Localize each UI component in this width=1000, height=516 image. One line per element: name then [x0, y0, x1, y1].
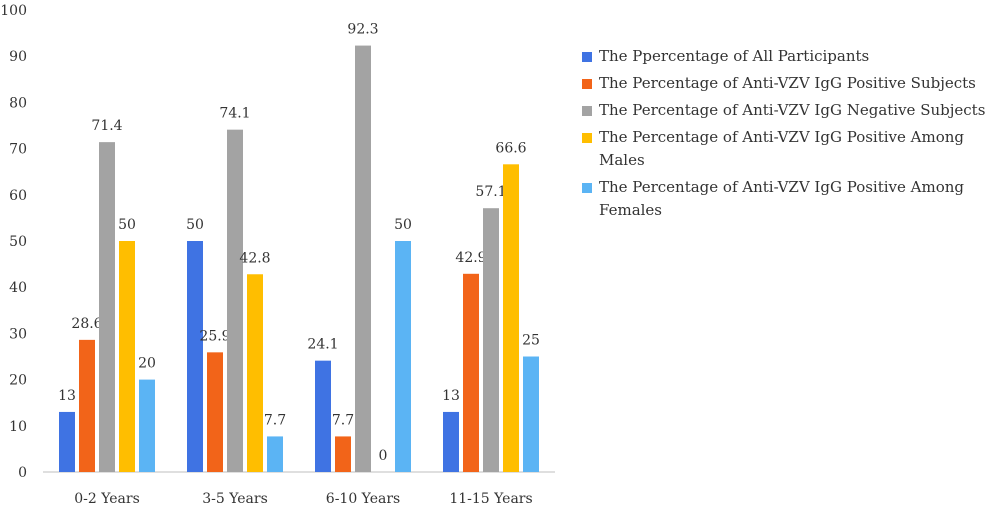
- legend-swatch: [582, 133, 592, 143]
- legend-item-positive-males: The Percentage of Anti-VZV IgG Positive …: [582, 126, 992, 172]
- y-tick-label: 100: [0, 3, 27, 19]
- legend-swatch: [582, 79, 592, 89]
- data-label: 0: [379, 448, 388, 464]
- data-label: 42.9: [455, 250, 486, 266]
- legend-label: The Percentage of Anti-VZV IgG Positive …: [599, 128, 965, 169]
- legend-label: The Percentage of Anti-VZV IgG Positive …: [599, 178, 965, 219]
- legend-item-negative-subjects: The Percentage of Anti-VZV IgG Negative …: [582, 99, 992, 122]
- bar: [247, 274, 263, 472]
- bar: [139, 379, 155, 472]
- bar: [79, 339, 95, 472]
- bar: [443, 411, 459, 472]
- data-label: 50: [118, 217, 136, 233]
- bar: [59, 411, 75, 472]
- data-label: 24.1: [307, 337, 338, 353]
- legend-swatch: [582, 183, 592, 193]
- bar: [119, 241, 135, 472]
- data-label: 42.8: [239, 250, 270, 266]
- y-tick-label: 80: [9, 95, 27, 111]
- data-label: 57.1: [475, 184, 506, 200]
- data-label: 20: [138, 356, 156, 372]
- bar: [355, 45, 371, 472]
- legend-label: The Percentage of Anti-VZV IgG Negative …: [599, 101, 986, 119]
- legend-item-positive-females: The Percentage of Anti-VZV IgG Positive …: [582, 176, 992, 222]
- legend-item-all-participants: The Ppercentage of All Participants: [582, 45, 992, 68]
- bar: [483, 208, 499, 472]
- legend-label: The Percentage of Anti-VZV IgG Positive …: [599, 74, 976, 92]
- y-tick-label: 10: [9, 419, 27, 435]
- bar: [523, 356, 539, 472]
- bar: [335, 436, 351, 472]
- data-label: 74.1: [219, 106, 250, 122]
- legend-item-positive-subjects: The Percentage of Anti-VZV IgG Positive …: [582, 72, 992, 95]
- data-label: 28.6: [71, 316, 102, 332]
- bar: [267, 436, 283, 472]
- y-tick-label: 30: [9, 326, 27, 342]
- data-label: 66.6: [495, 140, 526, 156]
- data-label: 50: [186, 217, 204, 233]
- data-label: 13: [442, 388, 460, 404]
- legend-swatch: [582, 52, 592, 62]
- bar: [315, 360, 331, 472]
- data-label: 7.7: [264, 412, 286, 428]
- x-tick-label: 6-10 Years: [326, 491, 400, 507]
- data-label: 7.7: [332, 412, 354, 428]
- bar: [463, 273, 479, 472]
- y-tick-label: 40: [9, 280, 27, 296]
- bar: [395, 241, 411, 472]
- x-tick-label: 11-15 Years: [449, 491, 532, 507]
- data-label: 25: [522, 333, 540, 349]
- bar: [207, 352, 223, 472]
- data-label: 71.4: [91, 118, 122, 134]
- legend: The Ppercentage of All Participants The …: [582, 45, 992, 226]
- y-tick-label: 90: [9, 49, 27, 65]
- data-label: 50: [394, 217, 412, 233]
- data-label: 92.3: [347, 22, 378, 38]
- y-tick-label: 60: [9, 188, 27, 204]
- bar: [227, 129, 243, 472]
- bar: [99, 142, 115, 472]
- y-tick-label: 50: [9, 234, 27, 250]
- data-label: 13: [58, 388, 76, 404]
- bar: [187, 241, 203, 472]
- legend-swatch: [582, 106, 592, 116]
- y-tick-label: 0: [18, 465, 27, 481]
- data-label: 25.9: [199, 328, 230, 344]
- x-tick-label: 3-5 Years: [202, 491, 268, 507]
- x-tick-label: 0-2 Years: [74, 491, 140, 507]
- y-tick-label: 70: [9, 142, 27, 158]
- bar: [503, 164, 519, 473]
- legend-label: The Ppercentage of All Participants: [599, 47, 870, 65]
- y-tick-label: 20: [9, 373, 27, 389]
